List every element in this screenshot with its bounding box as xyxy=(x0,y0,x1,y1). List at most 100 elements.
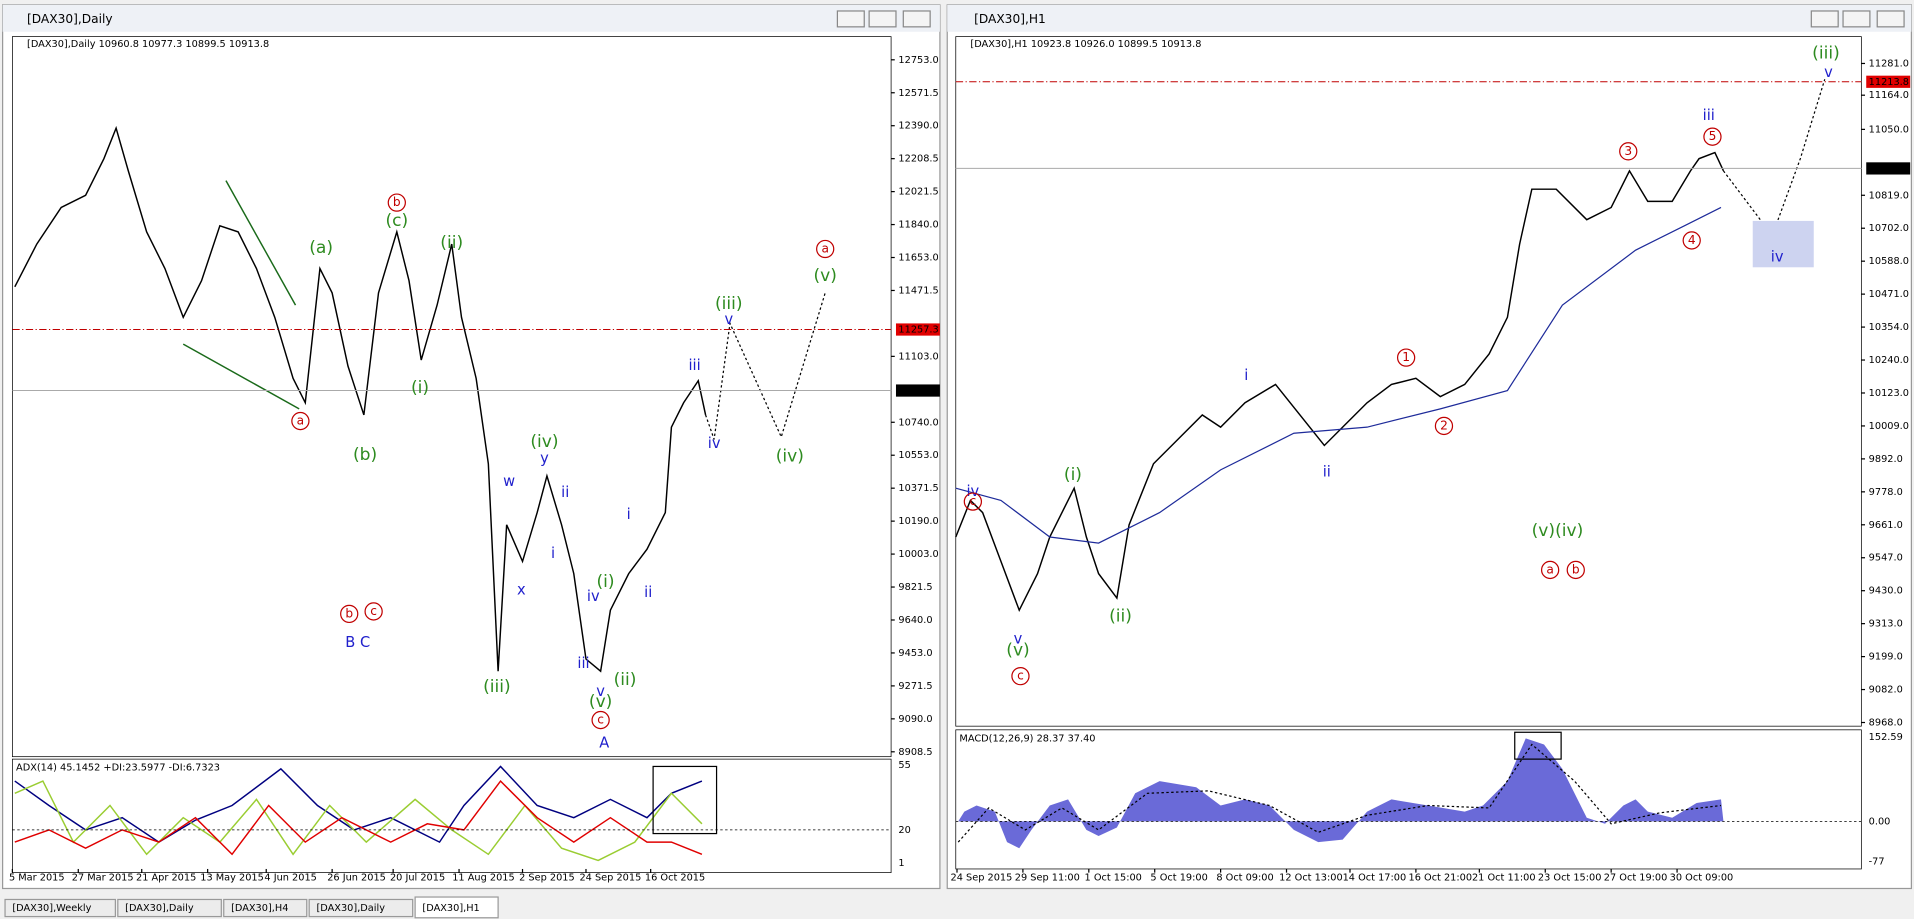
tab-label[interactable]: [DAX30],Daily xyxy=(125,903,194,914)
window-buttons[interactable] xyxy=(836,10,1905,28)
wave-label: v xyxy=(1014,631,1023,648)
price-label: 10240.0 xyxy=(1869,355,1909,366)
price-label: 12390.0 xyxy=(898,121,938,132)
wave-label: 3 xyxy=(1624,144,1632,158)
title-bar[interactable] xyxy=(2,4,940,32)
wave-label: x xyxy=(517,582,526,599)
tab[interactable] xyxy=(223,898,308,918)
wave-label: v xyxy=(724,311,733,328)
price-label: 9547.0 xyxy=(1869,553,1903,564)
price-label: 10190.0 xyxy=(898,516,938,527)
wave-circle xyxy=(1540,560,1560,580)
wave-circle xyxy=(340,604,359,624)
wave-circle xyxy=(963,492,983,511)
indicator-frame xyxy=(12,758,892,873)
price-label: 10371.5 xyxy=(898,483,938,494)
wave-circle xyxy=(291,411,310,431)
price-label: 11281.0 xyxy=(1869,58,1909,69)
wave-circle xyxy=(1396,348,1416,367)
date-label: 23 Oct 15:00 xyxy=(1538,873,1602,884)
price-label: 10740.0 xyxy=(898,417,938,428)
date-label: 14 Oct 17:00 xyxy=(1343,873,1407,884)
date-label: 27 Oct 19:00 xyxy=(1604,873,1668,884)
tab[interactable] xyxy=(117,898,222,918)
window-frame xyxy=(946,4,1913,890)
price-label: 11840.0 xyxy=(898,220,938,231)
tab[interactable] xyxy=(4,898,116,918)
price-label: 12571.5 xyxy=(898,88,938,99)
price-line xyxy=(955,151,1725,613)
price-label: 9090.0 xyxy=(898,714,932,725)
wave-label: i xyxy=(627,506,631,523)
tab-label[interactable]: [DAX30],H4 xyxy=(231,903,288,914)
current-price-tag xyxy=(895,384,940,397)
price-label: 10354.0 xyxy=(1869,322,1909,333)
price-label: 11653.0 xyxy=(898,253,938,264)
tab-label[interactable]: [DAX30],Daily xyxy=(317,903,386,914)
wave-label: A xyxy=(599,734,609,751)
tab[interactable] xyxy=(308,898,414,918)
wave-circle xyxy=(387,193,406,212)
wedge-line xyxy=(182,343,300,410)
date-label: 1 Oct 15:00 xyxy=(1085,873,1142,884)
date-label: 16 Oct 2015 xyxy=(645,873,705,884)
wave-label: 1 xyxy=(1402,350,1410,364)
wave-circle xyxy=(1682,231,1701,250)
indicator-scale: 0.00 xyxy=(1869,816,1891,827)
wedge-line xyxy=(225,180,297,306)
wave-label: (iii) xyxy=(1812,44,1840,64)
price-label: 9778.0 xyxy=(1869,487,1903,498)
moving-average xyxy=(955,206,1722,544)
price-label: 9271.5 xyxy=(898,681,932,692)
date-label: 8 Oct 09:00 xyxy=(1216,873,1273,884)
wave-label: 5 xyxy=(1709,129,1717,143)
level-price-tag xyxy=(895,323,940,336)
date-label: 5 Mar 2015 xyxy=(9,873,65,884)
wave-circle xyxy=(1703,127,1722,146)
price-label: 12021.5 xyxy=(898,187,938,198)
date-label: 13 May 2015 xyxy=(200,873,264,884)
window-title: [DAX30],Daily xyxy=(27,12,113,26)
di-plus xyxy=(14,780,703,862)
wave-label: iv xyxy=(1771,249,1784,266)
tab[interactable] xyxy=(414,896,499,919)
title-bar[interactable] xyxy=(947,4,1912,32)
tab-label[interactable]: [DAX30],Weekly xyxy=(12,903,91,914)
indicator-scale: 20 xyxy=(898,825,910,836)
wave-label: iii xyxy=(1703,107,1715,124)
price-label: 9430.0 xyxy=(1869,586,1903,597)
tab-label[interactable]: [DAX30],H1 xyxy=(422,903,479,914)
wave-label: ii xyxy=(644,584,652,601)
wave-label: iii xyxy=(577,655,589,672)
current-price-tag xyxy=(1866,162,1911,175)
macd-histogram xyxy=(958,738,1724,849)
wave-label: (iv) xyxy=(776,446,804,466)
projection xyxy=(705,292,826,440)
date-label: 30 Oct 09:00 xyxy=(1670,873,1734,884)
price-label: 10702.0 xyxy=(1869,223,1909,234)
price-label: 9640.0 xyxy=(898,615,932,626)
wave-label: (ii) xyxy=(440,233,463,253)
wave-label: (i) xyxy=(596,572,614,592)
date-label: 27 Mar 2015 xyxy=(72,873,134,884)
date-label: 20 Jul 2015 xyxy=(390,873,445,884)
wave-label: c xyxy=(970,494,977,508)
current-price: 10913.8 xyxy=(898,386,938,397)
price-label: 10819.0 xyxy=(1869,190,1909,201)
wave-label: a xyxy=(1546,562,1553,576)
price-label: 9661.0 xyxy=(1869,520,1903,531)
wave-label: (i) xyxy=(411,378,429,398)
plot-frame xyxy=(12,36,892,758)
date-label: 5 Oct 19:00 xyxy=(1150,873,1207,884)
date-label: 4 Jun 2015 xyxy=(264,873,316,884)
wave-label: (a) xyxy=(309,238,333,258)
date-label: 21 Oct 11:00 xyxy=(1472,873,1536,884)
wave-circle xyxy=(1434,416,1454,436)
date-label: 2 Sep 2015 xyxy=(519,873,575,884)
date-label: 24 Sep 2015 xyxy=(951,873,1013,884)
wave-label: i xyxy=(551,545,555,562)
date-label: 26 Jun 2015 xyxy=(327,873,386,884)
date-label: 11 Aug 2015 xyxy=(452,873,514,884)
wave-label: iii xyxy=(689,357,701,374)
